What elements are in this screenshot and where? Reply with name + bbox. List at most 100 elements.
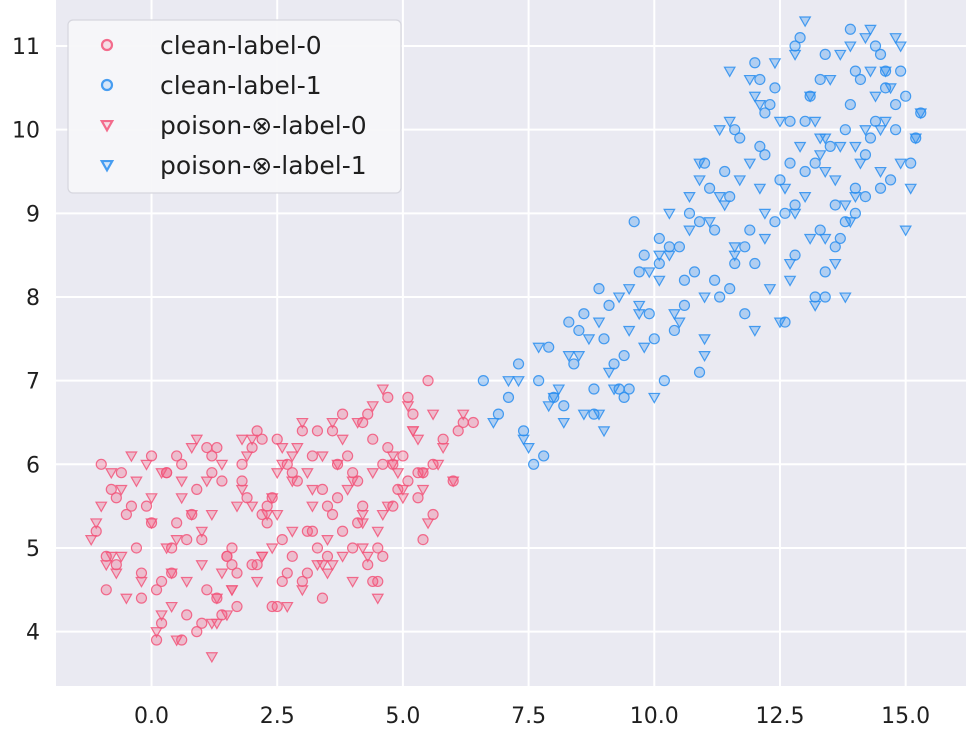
data-point bbox=[266, 600, 278, 613]
data-point bbox=[166, 542, 178, 554]
data-point bbox=[889, 33, 902, 45]
data-point bbox=[377, 458, 389, 470]
data-point bbox=[759, 107, 771, 119]
data-point bbox=[84, 535, 98, 547]
data-point bbox=[849, 182, 861, 194]
data-point bbox=[382, 441, 394, 454]
data-point bbox=[367, 433, 379, 445]
legend-label: clean-label-0 bbox=[160, 31, 322, 60]
data-point bbox=[729, 257, 741, 270]
data-point bbox=[386, 451, 400, 463]
data-point bbox=[828, 175, 842, 187]
data-point bbox=[758, 208, 772, 220]
data-point bbox=[336, 525, 349, 537]
data-point bbox=[331, 459, 344, 471]
data-point bbox=[346, 476, 359, 488]
data-point bbox=[366, 401, 380, 413]
data-point bbox=[814, 224, 826, 236]
data-point bbox=[869, 40, 882, 52]
data-point bbox=[175, 476, 188, 488]
data-point bbox=[336, 434, 349, 446]
data-point bbox=[803, 233, 817, 245]
data-points bbox=[84, 16, 928, 664]
data-point bbox=[352, 475, 364, 487]
legend-marker bbox=[100, 78, 114, 92]
data-point bbox=[869, 91, 882, 103]
data-point bbox=[105, 468, 118, 480]
data-point bbox=[376, 384, 390, 396]
data-point bbox=[779, 207, 791, 219]
data-point bbox=[251, 559, 263, 571]
data-point bbox=[562, 351, 576, 363]
data-point bbox=[793, 141, 807, 153]
data-point bbox=[517, 434, 530, 446]
data-point bbox=[894, 158, 907, 170]
data-point bbox=[130, 542, 143, 554]
data-point bbox=[709, 224, 721, 236]
data-point bbox=[783, 258, 797, 270]
data-point bbox=[417, 533, 429, 546]
data-point bbox=[638, 249, 650, 261]
data-point bbox=[637, 342, 651, 354]
data-point bbox=[115, 484, 128, 496]
data-point bbox=[779, 316, 791, 328]
data-point bbox=[859, 125, 872, 137]
data-point bbox=[703, 182, 716, 194]
data-point bbox=[175, 493, 188, 505]
series-2 bbox=[84, 384, 470, 664]
data-point bbox=[176, 458, 188, 470]
data-point bbox=[216, 475, 228, 487]
data-point bbox=[668, 324, 680, 337]
data-point bbox=[542, 401, 555, 413]
data-point bbox=[879, 116, 892, 128]
data-point bbox=[874, 166, 887, 178]
data-point bbox=[316, 560, 329, 572]
data-point bbox=[110, 568, 123, 580]
data-point bbox=[342, 450, 354, 462]
x-tick-label: 5.0 bbox=[385, 704, 420, 729]
data-point bbox=[819, 48, 831, 60]
data-point bbox=[844, 217, 857, 229]
y-tick-label: 6 bbox=[26, 453, 40, 478]
data-point bbox=[602, 367, 616, 379]
data-point bbox=[245, 434, 259, 446]
data-point bbox=[381, 501, 395, 513]
data-point bbox=[145, 450, 158, 462]
data-point bbox=[422, 375, 434, 387]
data-point bbox=[125, 451, 138, 463]
legend-label: poison-⊗-label-0 bbox=[160, 111, 367, 140]
data-point bbox=[683, 192, 696, 204]
data-point bbox=[352, 517, 364, 529]
data-point bbox=[905, 157, 917, 169]
data-point bbox=[543, 341, 555, 353]
data-point bbox=[306, 450, 319, 462]
data-point bbox=[210, 593, 224, 605]
data-point bbox=[326, 425, 339, 437]
series-0 bbox=[90, 375, 479, 646]
data-point bbox=[849, 207, 861, 219]
data-point bbox=[608, 358, 620, 370]
data-point bbox=[201, 584, 213, 596]
data-point bbox=[749, 57, 761, 69]
data-point bbox=[301, 567, 313, 579]
data-point bbox=[220, 610, 234, 622]
data-point bbox=[628, 216, 640, 228]
data-point bbox=[788, 208, 802, 220]
data-point bbox=[426, 409, 440, 421]
data-point bbox=[653, 232, 665, 245]
x-tick-label: 12.5 bbox=[755, 704, 804, 729]
data-point bbox=[296, 417, 309, 429]
data-point bbox=[89, 518, 103, 530]
data-point bbox=[357, 416, 369, 429]
data-point bbox=[819, 266, 831, 278]
data-point bbox=[456, 409, 470, 421]
data-point bbox=[849, 192, 862, 204]
data-point bbox=[653, 257, 665, 270]
data-point bbox=[577, 409, 591, 421]
data-point bbox=[366, 468, 380, 480]
data-point bbox=[728, 242, 742, 254]
data-point bbox=[849, 141, 862, 153]
data-point bbox=[890, 98, 902, 111]
data-point bbox=[406, 426, 420, 438]
data-point bbox=[281, 458, 293, 470]
